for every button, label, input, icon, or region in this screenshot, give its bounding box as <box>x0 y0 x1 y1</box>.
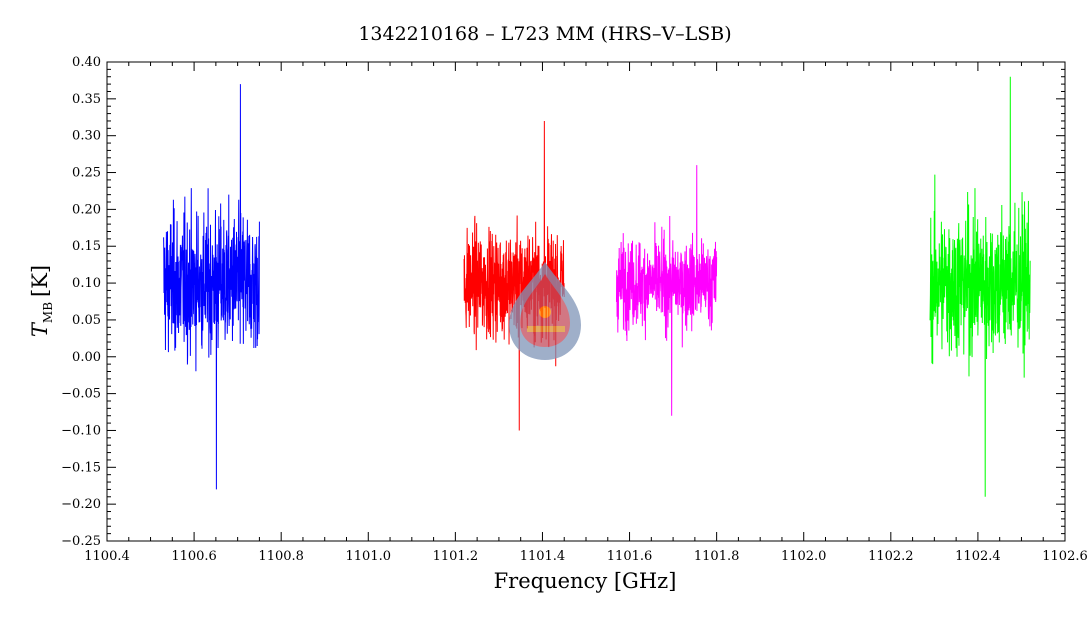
y-axis-title-sub: MB <box>41 302 55 323</box>
y-tick-label: 0.40 <box>72 55 101 70</box>
x-tick-label: 1101.4 <box>520 549 566 564</box>
y-axis-title-unit: [K] <box>28 265 52 297</box>
y-tick-label: −0.25 <box>61 534 101 549</box>
y-axis-title-main: T <box>28 321 52 337</box>
y-tick-label: 0.30 <box>72 129 101 144</box>
x-tick-label: 1102.6 <box>1042 549 1088 564</box>
y-tick-label: −0.20 <box>61 497 101 512</box>
y-tick-label: 0.00 <box>72 350 101 365</box>
x-tick-label: 1100.4 <box>84 549 130 564</box>
y-tick-label: 0.15 <box>72 239 101 254</box>
watermark-logo <box>509 262 581 360</box>
x-tick-label: 1102.4 <box>955 549 1001 564</box>
svg-text:TMB[K]: TMB [K] <box>28 265 55 337</box>
x-tick-label: 1100.6 <box>171 549 217 564</box>
x-tick-label: 1100.8 <box>258 549 304 564</box>
x-tick-label: 1101.8 <box>694 549 740 564</box>
chart-title: 1342210168 – L723 MM (HRS–V–LSB) <box>358 23 731 45</box>
x-tick-label: 1101.0 <box>346 549 392 564</box>
y-tick-label: −0.05 <box>61 387 101 402</box>
y-tick-label: 0.35 <box>72 92 101 107</box>
y-tick-label: 0.10 <box>72 276 101 291</box>
y-tick-label: −0.15 <box>61 460 101 475</box>
y-tick-label: −0.10 <box>61 423 101 438</box>
y-axis-title: TMB [K] <box>28 265 55 337</box>
spectrum-series-1 <box>163 84 260 490</box>
spectrum-series-4 <box>929 76 1031 497</box>
x-tick-label: 1101.2 <box>433 549 479 564</box>
x-tick-label: 1101.6 <box>607 549 653 564</box>
y-tick-label: 0.20 <box>72 202 101 217</box>
series-layer <box>163 76 1031 497</box>
y-tick-label: 0.05 <box>72 313 101 328</box>
x-tick-label: 1102.0 <box>781 549 827 564</box>
spectrum-series-3 <box>615 165 718 416</box>
x-tick-label: 1102.2 <box>868 549 914 564</box>
x-axis-title: Frequency [GHz] <box>494 569 677 593</box>
axes-layer: 1100.4 1100.6 1100.8 1101.0 1101.2 1101.4 1101… <box>61 55 1088 564</box>
y-tick-label: 0.25 <box>72 166 101 181</box>
